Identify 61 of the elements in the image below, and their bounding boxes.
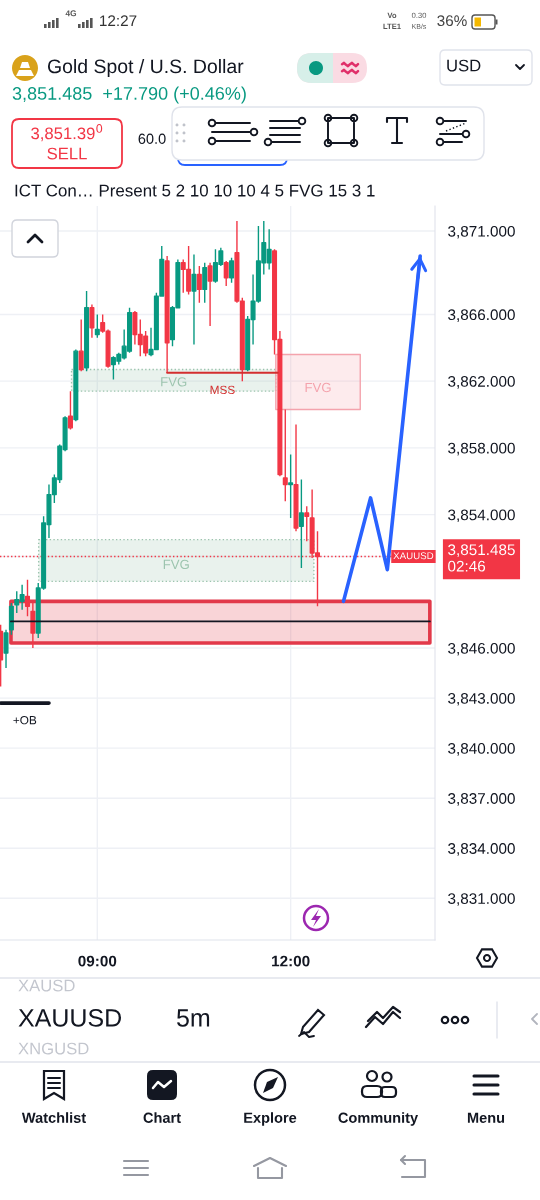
candlestick — [202, 262, 208, 304]
legend-label: FVG — [305, 382, 331, 393]
y-tick-label: 3,871.000 — [448, 225, 515, 239]
candlestick — [3, 629, 9, 669]
candlestick — [94, 313, 100, 339]
candlestick — [282, 408, 288, 502]
candlestick — [78, 318, 84, 372]
text: Menu — [467, 1112, 505, 1123]
candlestick — [73, 348, 79, 422]
y-tick-label: 3,831.000 — [448, 893, 515, 906]
chart-subtitle: 3,851.485 +17.790 (+0.46%) — [12, 86, 246, 104]
candlestick — [298, 478, 304, 569]
y-tick-label: 3,837.000 — [448, 793, 515, 806]
text: ICT Con… Present 5 2 10 10 10 4 5 FVG 15 3 1 — [15, 184, 375, 197]
candlestick — [196, 265, 202, 304]
y-tick-label: 3,862.000 — [448, 376, 515, 389]
y-tick-label: 3,854.000 — [448, 509, 515, 523]
text: Chart — [143, 1112, 181, 1123]
y-tick-label: 3,840.000 — [448, 743, 515, 756]
y-tick-label: 3,846.000 — [448, 642, 515, 656]
chart-title: Gold Spot / U.S. Dollar — [47, 58, 244, 78]
candlestick — [24, 578, 31, 618]
text: 3,851.39$^{0}$ — [31, 124, 103, 142]
y-tick-label: 3,843.000 — [448, 692, 515, 706]
candlestick — [164, 255, 170, 374]
legend-label: FVG — [163, 559, 189, 570]
text: 5m — [177, 1009, 210, 1027]
candlestick — [30, 602, 36, 649]
candlestick — [89, 303, 95, 339]
x-tick-label: 12:00 — [272, 955, 310, 967]
series-label: MSS — [210, 385, 235, 395]
text: XAUSD — [18, 979, 75, 992]
candlestick — [288, 453, 294, 519]
text: SELL — [47, 147, 87, 160]
candlestick — [223, 260, 229, 287]
text: 4G — [65, 10, 77, 17]
candlestick — [191, 253, 197, 346]
candlestick — [229, 257, 235, 284]
candlestick — [84, 290, 90, 372]
candlestick — [67, 390, 73, 431]
candlestick — [304, 505, 310, 542]
text: 60.0 — [138, 133, 166, 144]
text: XAUUSD — [18, 1009, 121, 1027]
candlestick — [293, 423, 299, 532]
text: Community — [338, 1112, 419, 1126]
x-tick-label: 09:00 — [78, 955, 117, 967]
y-tick-label: 3,851.485 02:46 — [448, 544, 515, 572]
y-tick-label: 3,866.000 — [448, 309, 515, 322]
text: USD — [447, 59, 481, 72]
y-tick-label: 3,834.000 — [448, 843, 515, 856]
candlestick — [207, 262, 213, 327]
text: XNGUSD — [18, 1042, 89, 1055]
text: Explore — [244, 1112, 297, 1126]
text: Watchlist — [21, 1112, 86, 1123]
legend-label: FVG — [161, 377, 187, 387]
series-label: +OB — [13, 715, 37, 725]
candlestick — [8, 602, 14, 636]
y-tick-label: 3,858.000 — [448, 442, 515, 456]
text: 36% — [437, 15, 467, 27]
ref-line-label: XAUUSD — [393, 552, 434, 560]
text: 12:27 — [100, 15, 137, 26]
